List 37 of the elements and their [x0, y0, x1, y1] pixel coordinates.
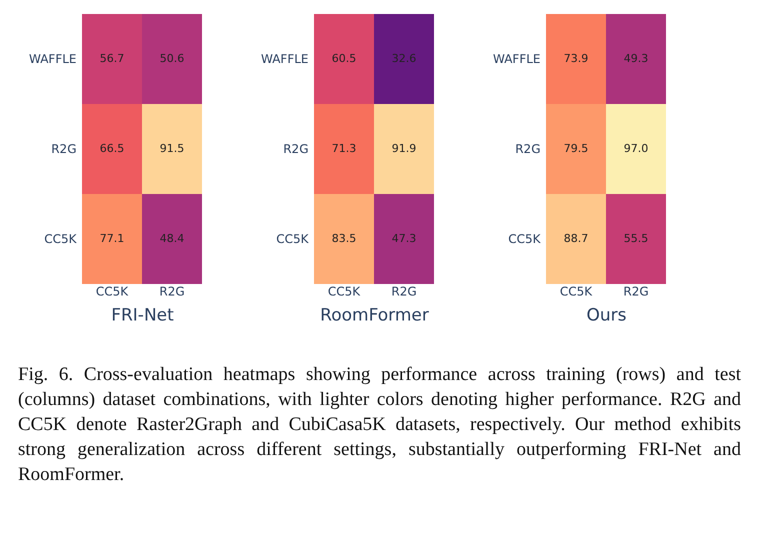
text: Ours	[586, 306, 627, 326]
y-tick-label: WAFFLE	[261, 52, 308, 66]
data-label: 32.6	[392, 52, 416, 65]
y-tick-label: WAFFLE	[493, 52, 540, 66]
y-tick-label: R2G	[515, 142, 540, 156]
data-label: 49.3	[624, 52, 648, 65]
data-label: 79.5	[564, 142, 588, 155]
caption: Fig. 6. Cross-evaluation heatmaps showing performance across training (rows) and test (columns) dataset combinations, with lighter colors denoting higher performance. R2G and CC5K denote Raster2Graph and CubiCasa5K datasets, respectively. Our method exhibits strong generalization across different settings, substantially outperforming FRI-Net and RoomFormer.	[18, 363, 741, 487]
x-tick-label: CC5K	[96, 284, 130, 298]
data-label: 47.3	[392, 232, 416, 245]
x-tick-label: R2G	[623, 284, 649, 298]
data-label: 88.7	[564, 232, 588, 245]
data-label: 50.6	[160, 52, 184, 65]
data-label: 66.5	[100, 142, 124, 155]
text: FRI-Net	[111, 306, 174, 326]
data-label: 83.5	[332, 232, 356, 245]
y-tick-label: R2G	[51, 142, 76, 156]
x-tick-label: R2G	[159, 284, 185, 298]
x-tick-label: R2G	[391, 284, 417, 298]
data-label: 91.5	[160, 142, 184, 155]
data-label: 48.4	[160, 232, 184, 245]
data-label: 55.5	[624, 232, 648, 245]
y-tick-label: CC5K	[508, 232, 542, 246]
data-label: 73.9	[564, 52, 588, 65]
data-label: 97.0	[624, 142, 648, 155]
data-label: 56.7	[100, 52, 124, 65]
x-tick-label: CC5K	[328, 284, 362, 298]
data-label: 71.3	[332, 142, 356, 155]
x-tick-label: CC5K	[560, 284, 594, 298]
data-label: 60.5	[332, 52, 356, 65]
y-tick-label: CC5K	[44, 232, 78, 246]
data-label: 91.9	[392, 142, 416, 155]
y-tick-label: R2G	[283, 142, 308, 156]
y-tick-label: WAFFLE	[29, 52, 76, 66]
text: RoomFormer	[320, 306, 429, 326]
data-label: 77.1	[100, 232, 124, 245]
y-tick-label: CC5K	[276, 232, 310, 246]
